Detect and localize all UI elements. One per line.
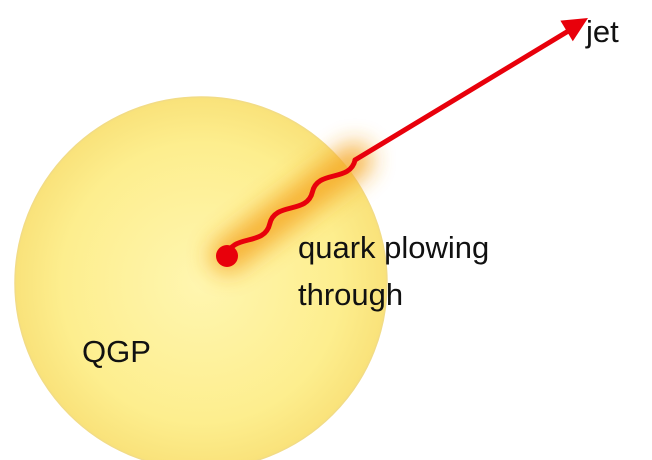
jet-label: jet <box>585 14 619 49</box>
diagram: jet quark plowing through QGP <box>0 0 652 460</box>
process-label: quark plowing <box>298 230 489 265</box>
jet-arrow <box>355 30 570 160</box>
page: {"labels": {"jet": "jet", "process": ["q… <box>0 0 652 460</box>
arrow-head <box>560 18 588 41</box>
process-label: through <box>298 277 403 312</box>
qgp-label: QGP <box>82 334 151 369</box>
quark <box>216 245 238 267</box>
